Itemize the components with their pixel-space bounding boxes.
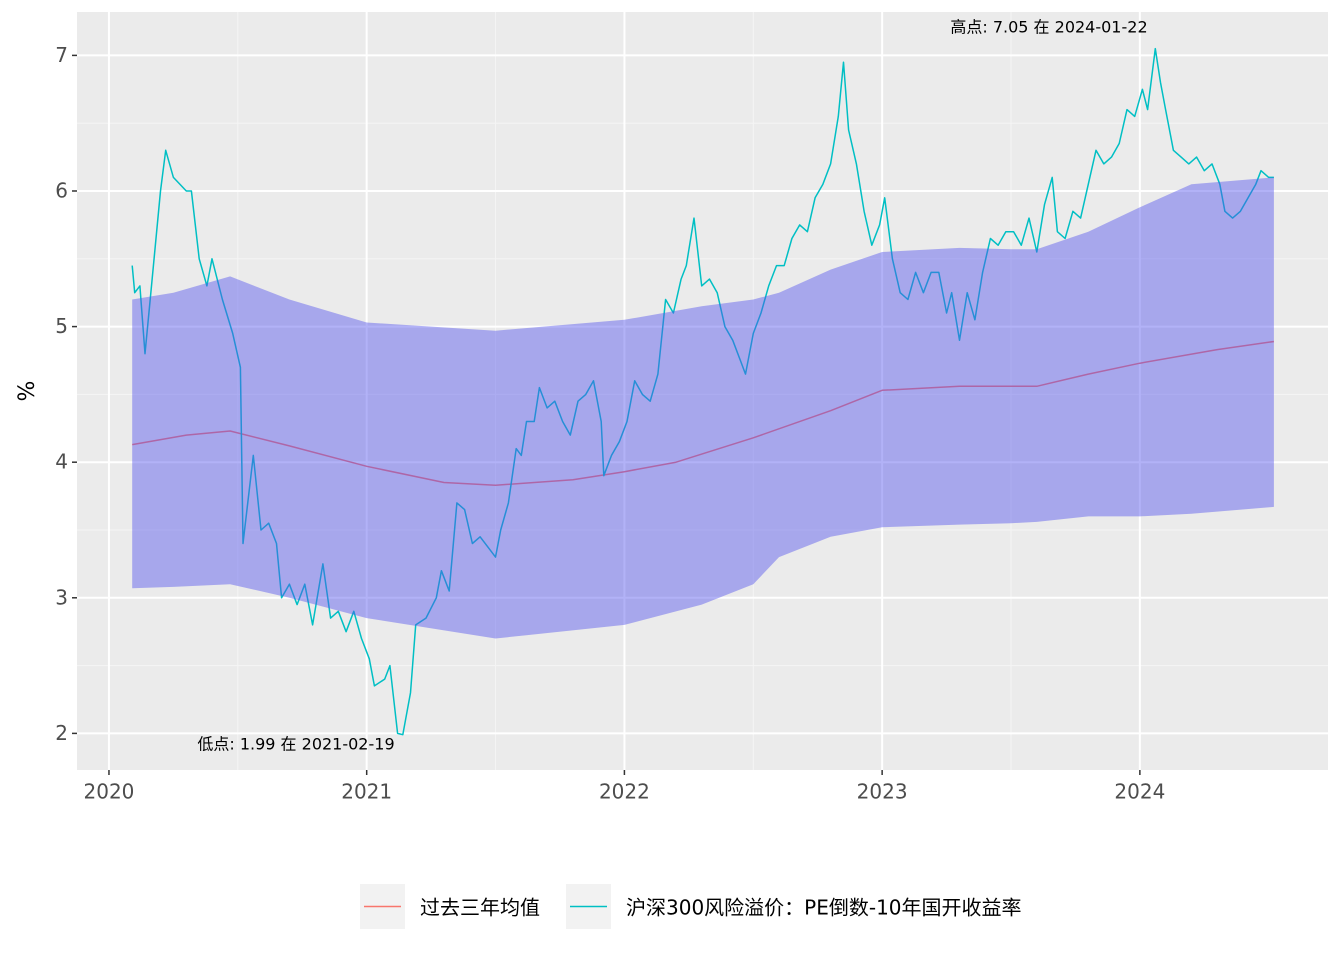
x-tick-label: 2020: [84, 780, 135, 804]
band: [132, 177, 1274, 639]
plot-panel: [77, 12, 1328, 770]
y-tick-label: 5: [55, 314, 68, 338]
axes: 2 3 4 5 6 7 2020 2021 2022 2023 2024: [55, 43, 1165, 804]
lines: [131, 47, 1275, 736]
y-tick-label: 4: [55, 450, 68, 474]
legend-label: 沪深300风险溢价：PE倒数-10年国开收益率: [626, 896, 1022, 920]
y-tick-label: 6: [55, 178, 68, 202]
x-tick-label: 2022: [599, 780, 650, 804]
y-tick-label: 7: [55, 43, 68, 67]
x-tick-label: 2024: [1114, 780, 1165, 804]
series-line: [132, 340, 1275, 486]
y-tick-label: 2: [55, 721, 68, 745]
y-axis-label: %: [15, 381, 40, 402]
annotation: 高点: 7.05 在 2024-01-22: [950, 18, 1147, 37]
x-tick-label: 2021: [341, 780, 392, 804]
annotation: 低点: 1.99 在 2021-02-19: [197, 735, 394, 754]
legend-label: 过去三年均值: [420, 896, 540, 920]
series-line: [131, 47, 1274, 736]
y-tick-label: 3: [55, 585, 68, 609]
legend: 过去三年均值 沪深300风险溢价：PE倒数-10年国开收益率: [360, 884, 1022, 929]
grid: [77, 12, 1328, 770]
x-tick-label: 2023: [857, 780, 908, 804]
